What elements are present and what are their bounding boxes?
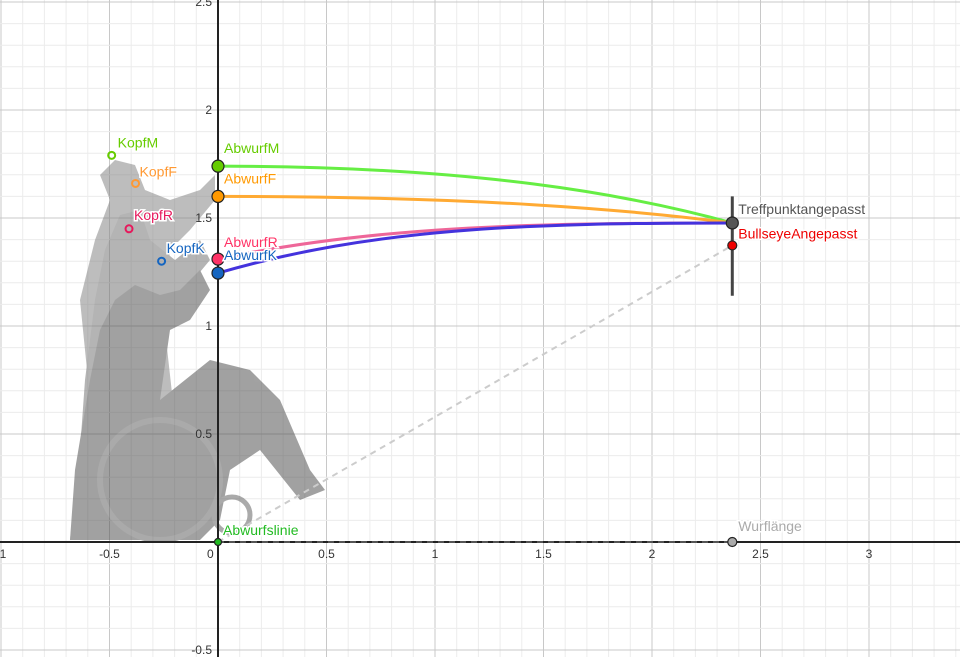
- thrower-silhouettes: [70, 160, 325, 543]
- x-tick-label: -1: [0, 547, 7, 561]
- trajectories: [217, 164, 733, 275]
- point-label: KopfF: [140, 163, 177, 179]
- dashed-line: [217, 244, 733, 543]
- point-label: AbwurfM: [224, 140, 279, 156]
- x-tick-label: 3: [866, 547, 873, 561]
- y-tick-label: -0.5: [191, 643, 212, 657]
- point-label: BullseyeAngepasst: [738, 225, 857, 241]
- point-AbwurfR[interactable]: [211, 252, 225, 266]
- x-tick-label: -0.5: [99, 547, 120, 561]
- x-tick-label: 1.5: [535, 547, 552, 561]
- x-tick-label: 2.5: [752, 547, 769, 561]
- point-Treffpunktangepasst[interactable]: [725, 216, 739, 230]
- wheelchair-user-silhouette: [70, 270, 325, 540]
- point-AbwurfF[interactable]: [211, 189, 225, 203]
- point-label: AbwurfR: [224, 234, 278, 250]
- point-label: Abwurfslinie: [223, 522, 299, 538]
- wheelchair-wheel: [97, 417, 223, 543]
- x-tick-label: 1: [432, 547, 439, 561]
- x-tick-label: 0.5: [318, 547, 335, 561]
- point-KopfK[interactable]: [157, 256, 167, 266]
- point-label: KopfM: [118, 134, 158, 150]
- y-tick-label: 1.5: [195, 211, 212, 225]
- y-tick-label: 0.5: [195, 427, 212, 441]
- point-label: AbwurfK: [224, 247, 278, 263]
- point-label: Wurflänge: [738, 518, 802, 534]
- y-tick-label: 1: [205, 319, 212, 333]
- point-label: AbwurfF: [224, 170, 276, 186]
- trajectory-AbwurfK: [217, 221, 733, 275]
- point-label: Treffpunktangepasst: [738, 201, 865, 217]
- trajectory-AbwurfF: [217, 194, 733, 225]
- point-BullseyeAngepasst[interactable]: [727, 240, 738, 251]
- point-KopfR[interactable]: [124, 224, 134, 234]
- x-tick-label: 2: [649, 547, 656, 561]
- trajectory-AbwurfM: [217, 164, 733, 225]
- point-KopfF[interactable]: [131, 178, 141, 188]
- point-label: KopfR: [134, 207, 173, 223]
- y-tick-label: 2: [205, 103, 212, 117]
- tick-labels: -1 -0.5 0 0.5 1 1.5 2 2.5 3 -0.5 0.5 1 1.5 2 2.5: [0, 0, 873, 657]
- points: KopfM KopfF KopfR KopfK AbwurfM AbwurfF Abwurf…: [107, 133, 867, 548]
- point-AbwurfM[interactable]: [211, 159, 225, 173]
- point-AbwurfK[interactable]: [211, 266, 225, 280]
- point-label: KopfK: [167, 240, 206, 256]
- point-KopfM[interactable]: [107, 150, 117, 160]
- point-Abwurfslinie[interactable]: [213, 537, 223, 547]
- point-Wurflänge[interactable]: [727, 536, 738, 548]
- y-tick-label: 2.5: [195, 0, 212, 9]
- x-tick-label: 0: [207, 547, 214, 561]
